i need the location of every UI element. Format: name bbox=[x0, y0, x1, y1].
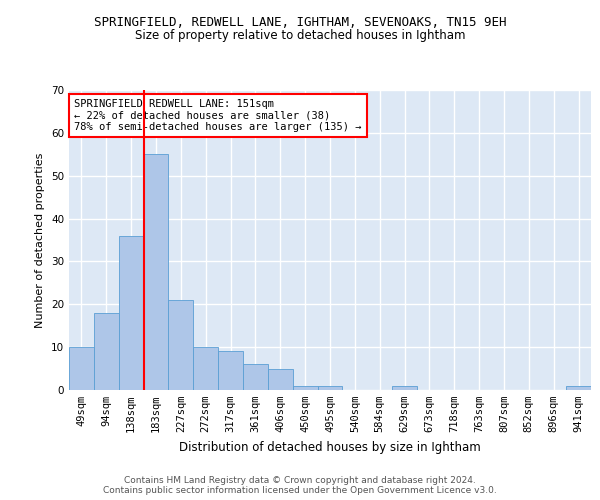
Bar bbox=[143, 154, 169, 390]
Bar bbox=[69, 347, 94, 390]
Text: Size of property relative to detached houses in Ightham: Size of property relative to detached ho… bbox=[135, 28, 465, 42]
Bar bbox=[119, 236, 143, 390]
Bar bbox=[169, 300, 193, 390]
Bar bbox=[193, 347, 218, 390]
X-axis label: Distribution of detached houses by size in Ightham: Distribution of detached houses by size … bbox=[179, 440, 481, 454]
Bar bbox=[293, 386, 317, 390]
Bar bbox=[218, 352, 243, 390]
Bar bbox=[268, 368, 293, 390]
Bar bbox=[392, 386, 417, 390]
Text: SPRINGFIELD, REDWELL LANE, IGHTHAM, SEVENOAKS, TN15 9EH: SPRINGFIELD, REDWELL LANE, IGHTHAM, SEVE… bbox=[94, 16, 506, 29]
Y-axis label: Number of detached properties: Number of detached properties bbox=[35, 152, 46, 328]
Bar bbox=[566, 386, 591, 390]
Text: SPRINGFIELD REDWELL LANE: 151sqm
← 22% of detached houses are smaller (38)
78% o: SPRINGFIELD REDWELL LANE: 151sqm ← 22% o… bbox=[74, 99, 362, 132]
Text: Contains HM Land Registry data © Crown copyright and database right 2024.
Contai: Contains HM Land Registry data © Crown c… bbox=[103, 476, 497, 495]
Bar bbox=[317, 386, 343, 390]
Bar bbox=[94, 313, 119, 390]
Bar bbox=[243, 364, 268, 390]
